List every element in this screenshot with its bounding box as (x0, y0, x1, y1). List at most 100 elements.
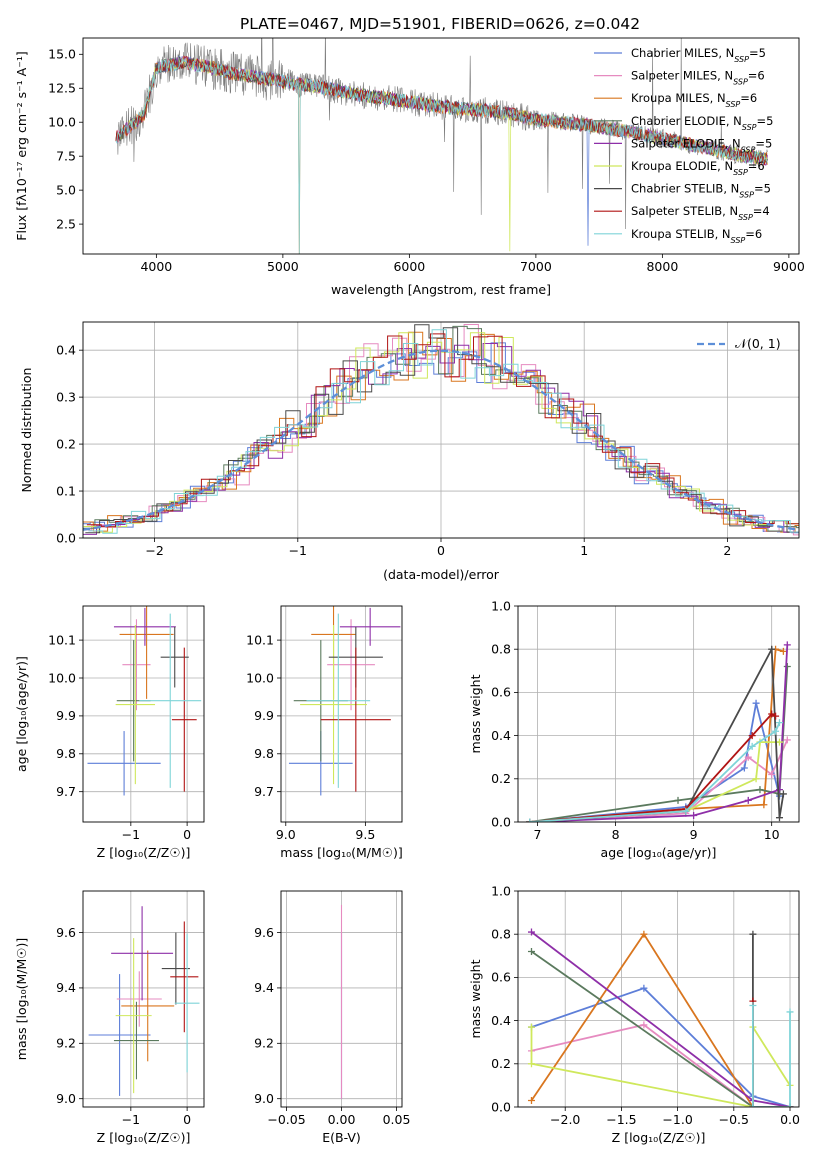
plus-marker (768, 710, 776, 718)
weight-line (531, 1023, 790, 1107)
weight-line (530, 1024, 791, 1107)
y-tick-label: 7.5 (56, 148, 76, 163)
plus-marker (775, 786, 783, 794)
legend-entry: Kroupa STELIB, NSSP=6 (631, 227, 762, 245)
y-axis-label: Normed distribution (19, 368, 34, 493)
y-tick-label: 15.0 (48, 47, 76, 62)
plus-marker (682, 807, 690, 815)
plot-area (526, 641, 791, 822)
age-vs-metallicity-panel: −1 0 9.7 9.8 9.9 10.0 10.1 Z [log₁₀(Z/Z☉)] age [… (14, 605, 205, 860)
axes-frame (280, 605, 403, 823)
legend: 𝒩(0, 1) (697, 336, 781, 351)
x-tick-label: 0 (183, 827, 191, 842)
plus-marker (740, 764, 748, 772)
plus-marker (768, 645, 776, 653)
plus-marker (527, 1023, 535, 1031)
y-tick-label: 0.2 (56, 436, 76, 451)
plot-area (288, 606, 401, 796)
plus-marker (752, 775, 760, 783)
y-axis-label: age [log₁₀(age/yr)] (14, 656, 29, 772)
plot-area (88, 906, 200, 1096)
plus-marker (640, 930, 648, 938)
y-tick-label: 9.4 (56, 980, 76, 995)
y-tick-label: 9.8 (254, 746, 274, 761)
plus-marker (772, 712, 780, 720)
weight-line (530, 950, 790, 1107)
x-tick-label: 9 (690, 827, 698, 842)
x-tick-label: −1 (289, 543, 307, 558)
axes-front: −2 −1 0 1 2 0.0 0.1 0.2 0.3 0.4 (data-model)/error… (19, 321, 800, 582)
plot-area (527, 928, 794, 1107)
x-tick-label: 4000 (140, 259, 172, 274)
plus-marker (760, 801, 768, 809)
x-tick-label: −2.0 (550, 1112, 580, 1127)
y-tick-label: 9.7 (254, 784, 274, 799)
legend-entry: Salpeter ELODIE, NSSP=5 (631, 136, 772, 154)
weight-line (752, 934, 790, 1107)
legend-entry: Chabrier MILES, NSSP=5 (631, 46, 766, 64)
x-axis-label: E(B-V) (322, 1130, 361, 1145)
plus-marker (749, 1001, 757, 1009)
x-tick-label: 9.0 (276, 827, 296, 842)
residual-histogram-panel: −2 −1 0 1 2 0.0 0.1 0.2 0.3 0.4 (data-model)/error… (19, 321, 800, 582)
x-tick-label: −0.05 (267, 1112, 305, 1127)
plus-marker (786, 1103, 794, 1107)
y-tick-label: 0.8 (491, 927, 511, 942)
y-tick-label: 0.4 (491, 728, 511, 743)
x-axis-label: mass [log₁₀(M/M☉)] (280, 845, 402, 860)
axes-front: −1 0 9.0 9.2 9.4 9.6 Z [log₁₀(Z/Z☉)] mass [log₁… (14, 890, 205, 1145)
y-tick-label: 10.1 (246, 632, 274, 647)
y-tick-label: 0.4 (56, 342, 76, 357)
y-tick-label: 9.2 (56, 1036, 76, 1051)
axes-frame (517, 605, 800, 823)
plus-marker (527, 928, 535, 936)
mass-vs-metallicity-panel: −1 0 9.0 9.2 9.4 9.6 Z [log₁₀(Z/Z☉)] mass [log₁… (14, 890, 205, 1145)
y-tick-label: 0.6 (491, 970, 511, 985)
y-tick-label: 9.8 (56, 746, 76, 761)
plot-area (87, 606, 202, 796)
plus-marker (775, 814, 783, 822)
x-tick-label: 0 (183, 1112, 191, 1127)
x-axis-label: Z [log₁₀(Z/Z☉)] (97, 1130, 191, 1145)
legend-entry: Salpeter MILES, NSSP=6 (631, 69, 765, 87)
axes-frame (82, 37, 800, 255)
y-tick-label: 1.0 (491, 883, 511, 898)
plus-marker (748, 742, 756, 750)
plus-marker (779, 647, 787, 655)
axes-front: 9.0 9.5 9.7 9.8 9.9 10.0 10.1 mass [log₁₀(M/M☉)… (246, 605, 403, 860)
y-axis-label: Flux [fλ10⁻¹⁷ erg cm⁻² s⁻¹ A⁻¹] (14, 51, 29, 240)
y-tick-label: 10.0 (48, 115, 76, 130)
x-axis-label: age [log₁₀(age/yr)] (601, 845, 717, 860)
plus-marker (640, 1021, 648, 1029)
y-tick-label: 5.0 (56, 182, 76, 197)
y-tick-label: 0.2 (491, 771, 511, 786)
histogram-step (83, 324, 799, 536)
plus-marker (768, 770, 776, 778)
spectrum-panel: 4000 5000 6000 7000 8000 9000 2.5 5.0 7.5 10.0 12.… (14, 37, 805, 297)
y-tick-label: 0.3 (56, 389, 76, 404)
plus-marker (640, 984, 648, 992)
y-tick-label: 0.4 (491, 1013, 511, 1028)
x-tick-label: 9.5 (355, 827, 375, 842)
histogram-step (85, 324, 799, 534)
plus-marker (752, 699, 760, 707)
x-tick-label: −1.0 (662, 1112, 692, 1127)
x-tick-label: 8000 (646, 259, 678, 274)
x-axis-label: Z [log₁₀(Z/Z☉)] (612, 1130, 706, 1145)
y-tick-label: 10.0 (48, 670, 76, 685)
y-tick-label: 0.2 (491, 1056, 511, 1071)
model-spectrum-line (115, 57, 768, 254)
weight-vs-age-panel: 7 8 9 10 0.0 0.2 0.4 0.6 0.8 1.0 age [log₁₀(age/yr… (468, 598, 800, 860)
axes-frame (82, 605, 205, 823)
y-tick-label: 0.8 (491, 642, 511, 657)
y-tick-label: 9.6 (56, 925, 76, 940)
plot-area (115, 38, 768, 254)
weight-line (752, 1001, 790, 1107)
x-tick-label: 6000 (393, 259, 425, 274)
y-axis-label: mass weight (468, 959, 483, 1038)
axes-frame (517, 890, 800, 1108)
histogram-step (86, 333, 799, 528)
age-vs-mass-panel: 9.0 9.5 9.7 9.8 9.9 10.0 10.1 mass [log₁₀(M/M☉)… (246, 605, 403, 860)
legend: Chabrier MILES, NSSP=5 Salpeter MILES, NS… (594, 46, 773, 244)
